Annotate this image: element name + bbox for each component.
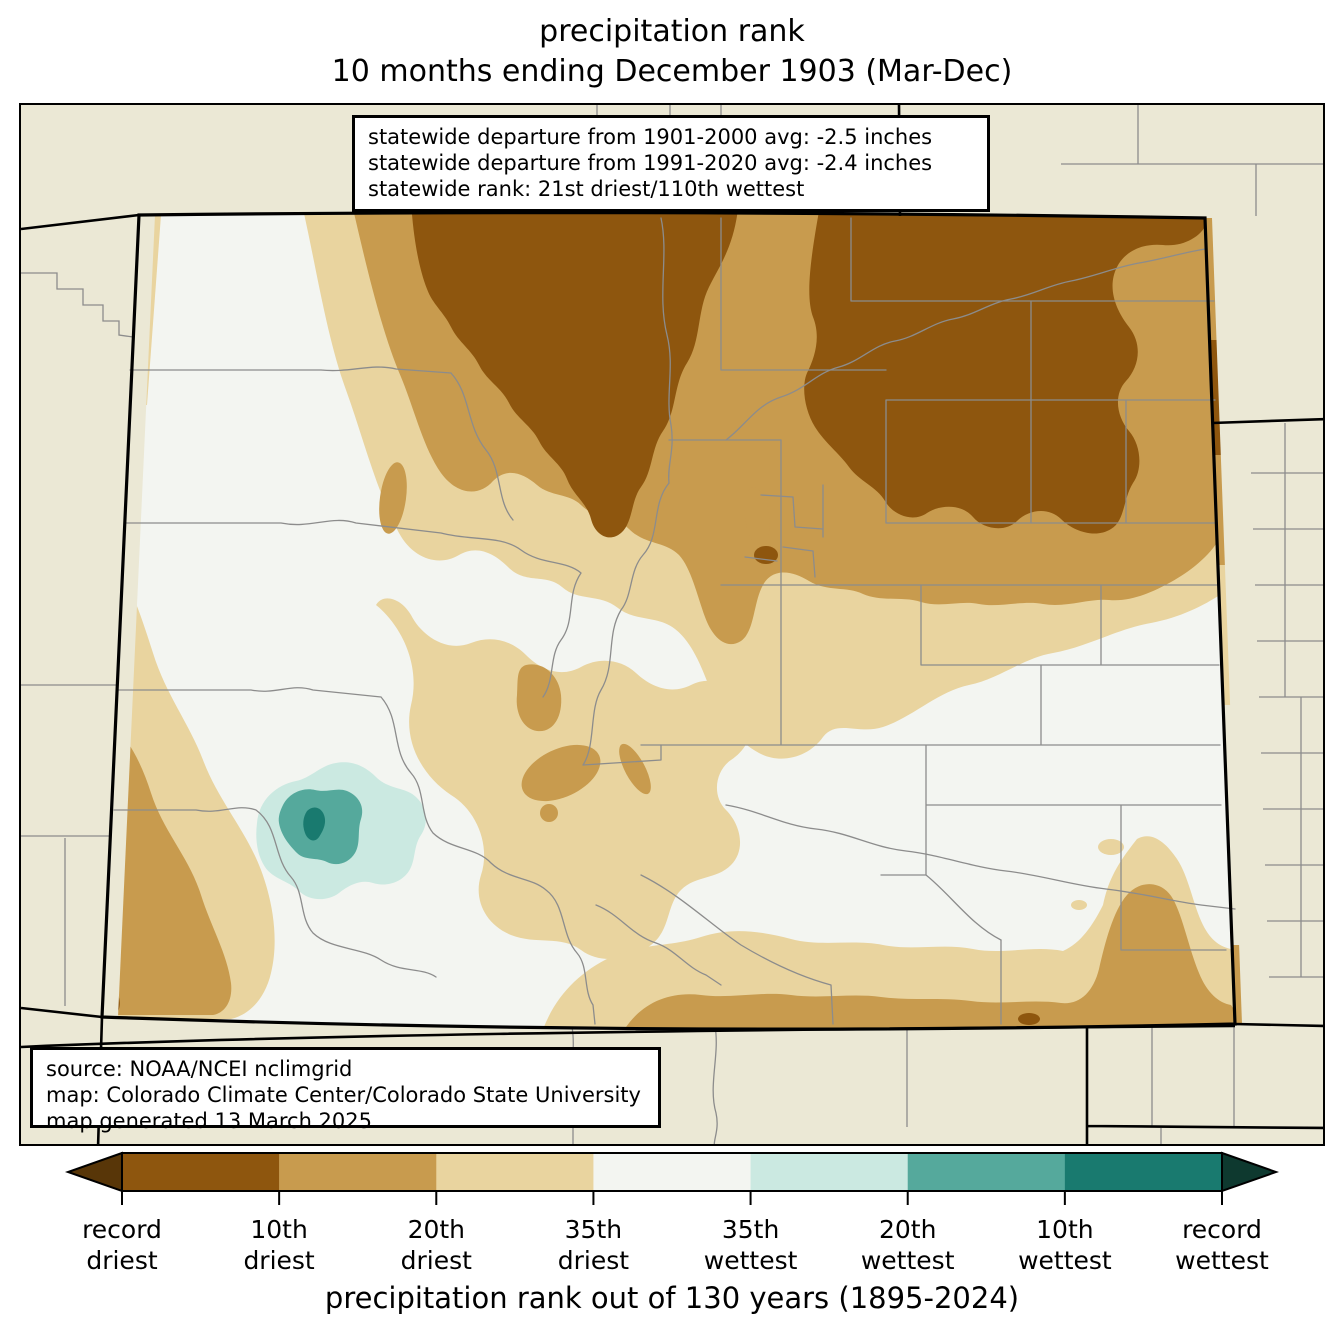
colorbar-label-20th-wettest: 20th wettest [860,1215,955,1275]
colorbar-arrow-record-wettest [1221,1151,1280,1193]
stats-line-2: statewide departure from 1991-2020 avg: … [368,151,933,175]
colorbar-segments [122,1153,1223,1191]
title-line-2: 10 months ending December 1903 (Mar-Dec) [331,54,1013,89]
colorbar [64,1151,1280,1205]
colorbar-caption: precipitation rank out of 130 years (189… [324,1281,1020,1315]
figure-title: precipitation rank 10 months ending Dece… [0,12,1344,92]
statewide-stats-box: statewide departure from 1901-2000 avg: … [352,115,990,212]
rank-region-10th-record-wettest [303,807,326,841]
source-line-2: map: Colorado Climate Center/Colorado St… [46,1083,641,1107]
map-plot-area [19,103,1325,1146]
colorbar-label-35th-wettest: 35th wettest [703,1215,798,1275]
source-credit-box: source: NOAA/NCEI nclimgrid map: Colorad… [30,1047,661,1133]
source-line-3: map generated 13 March 2025 [46,1109,373,1133]
colorbar-label-10th-wettest: 10th wettest [1018,1215,1112,1275]
colorado-border [100,211,1237,1031]
colorbar-label-record-wettest: record wettest [1175,1215,1269,1275]
colorbar-label-35th-driest: 35th driest [557,1215,630,1275]
west-border-void-strip [102,215,155,1017]
source-line-1: source: NOAA/NCEI nclimgrid [46,1057,353,1081]
title-line-1: precipitation rank [539,14,805,49]
colorbar-label-10th-driest: 10th driest [243,1215,315,1275]
colorado-county-lines [113,217,1236,1025]
stats-line-3: statewide rank: 21st driest/110th wettes… [368,177,805,201]
colorbar-label-record-driest: record driest [82,1215,162,1275]
stats-line-1: statewide departure from 1901-2000 avg: … [368,125,933,149]
colorbar-ticks [121,1191,1223,1205]
colorbar-label-20th-driest: 20th driest [400,1215,472,1275]
colorbar-arrow-record-driest [64,1151,123,1193]
colorbar-outline [121,1152,1223,1192]
